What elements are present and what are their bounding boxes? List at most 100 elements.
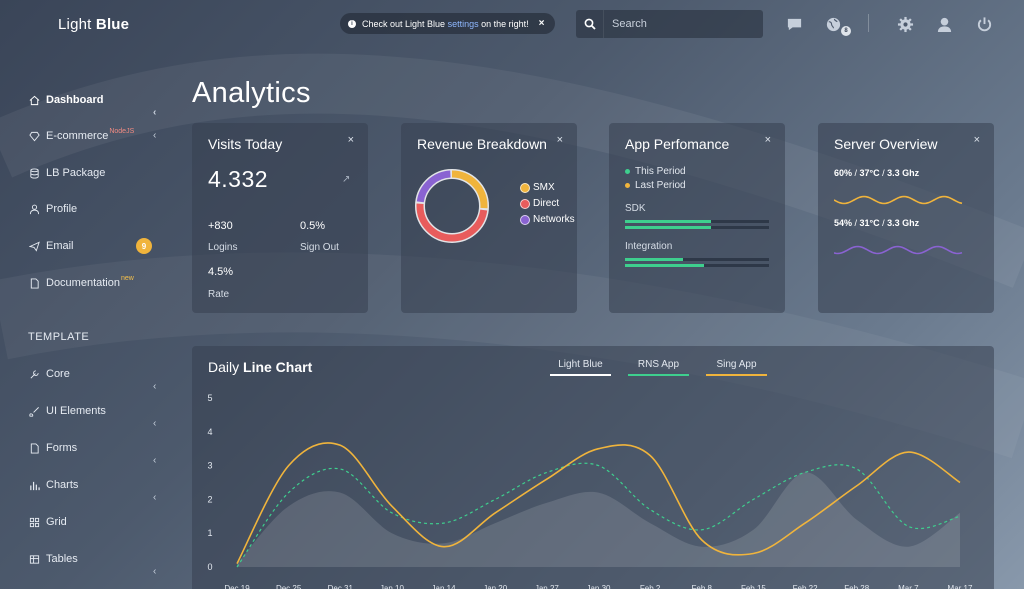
tab-light-blue[interactable]: Light Blue [550, 359, 611, 376]
notifications-count-badge: 8 [841, 26, 851, 36]
integration-last-period-bar [625, 264, 769, 267]
tab-sing-app[interactable]: Sing App [706, 359, 767, 376]
close-icon[interactable]: × [347, 134, 354, 146]
database-icon [28, 167, 40, 179]
tab-label: RNS App [637, 359, 680, 370]
chart-title-light: Daily [208, 359, 240, 375]
sidebar-item-documentation[interactable]: Documentation new [28, 272, 173, 294]
messages-icon[interactable] [784, 14, 804, 34]
chart-title: Daily Line Chart [208, 359, 312, 375]
sidebar-item-dashboard[interactable]: Dashboard ‹ [28, 89, 173, 118]
series-line-rns-app [236, 462, 961, 568]
chevron-left-icon: ‹ [153, 381, 157, 392]
sidebar-item-ui-elements[interactable]: UI Elements ‹ [28, 400, 173, 429]
legend-swatch [520, 182, 530, 193]
brand-logo-bold: Blue [95, 16, 130, 33]
page-title: Analytics [192, 77, 311, 109]
legend-this-period: This Period [625, 166, 686, 177]
sidebar-item-tables[interactable]: Tables ‹ [28, 548, 173, 577]
template-section-title: TEMPLATE [28, 331, 90, 343]
sidebar-item-lb-package[interactable]: LB Package [28, 162, 173, 184]
search-input[interactable] [604, 18, 754, 30]
server-1-freq: 3.3 Ghz [887, 168, 920, 178]
server-1-temp: 37°C [859, 168, 880, 178]
server-2-sparkline [834, 245, 963, 255]
paper-plane-icon [28, 240, 40, 252]
x-tick-label: Feb 8 [692, 584, 713, 589]
email-count-badge: 9 [136, 238, 152, 254]
chart-title-bold: Line Chart [243, 359, 313, 375]
sidebar-item-email[interactable]: Email 9 [28, 235, 173, 257]
sidebar-item-ecommerce[interactable]: E-commerce NodeJS ‹ [28, 125, 173, 147]
close-icon[interactable]: × [764, 134, 771, 146]
chevron-left-icon: ‹ [153, 130, 157, 141]
brand-logo[interactable]: Light Blue [58, 16, 129, 33]
x-tick-label: Feb 2 [640, 584, 661, 589]
legend-label: Networks [533, 214, 575, 225]
gear-icon[interactable] [895, 14, 915, 34]
chart-icon [28, 479, 40, 491]
notice-close-icon[interactable]: × [538, 18, 545, 29]
widget-title: Visits Today [208, 136, 283, 152]
daily-line-chart: 0 1 2 3 4 5 Dec 19 Dec 25 Dec 31 Jan 10 Jan 14 Jan … [207, 393, 973, 589]
info-icon: i [348, 19, 356, 28]
tab-underline [550, 374, 611, 376]
legend-label: Direct [533, 198, 560, 209]
bar-fill [625, 258, 683, 261]
chevron-left-icon: ‹ [153, 418, 157, 429]
notice-settings-link[interactable]: settings [447, 18, 479, 29]
power-icon[interactable] [974, 14, 994, 34]
x-tick-label: Dec 19 [224, 584, 250, 589]
legend-item-smx: SMX [520, 182, 555, 193]
notice-suffix: on the right! [481, 18, 529, 29]
bar-fill [625, 226, 712, 229]
sidebar-item-charts[interactable]: Charts ‹ [28, 474, 173, 503]
series-area-light-blue [237, 472, 960, 567]
sidebar-item-grid[interactable]: Grid [28, 511, 173, 533]
account-icon[interactable] [934, 14, 954, 34]
nodejs-tag: NodeJS [109, 127, 135, 135]
app-performance-widget: App Perfomance × This Period Last Period… [609, 123, 785, 313]
x-tick-label: Feb 15 [741, 584, 766, 589]
tab-rns-app[interactable]: RNS App [628, 359, 689, 376]
search-icon[interactable] [576, 10, 604, 38]
globe-icon[interactable] [823, 14, 843, 34]
user-icon [28, 203, 40, 215]
home-icon [28, 94, 40, 106]
visits-today-widget: Visits Today × 4.332 ↗ +830 Logins 0.5% … [192, 123, 368, 313]
sidebar-item-profile[interactable]: Profile [28, 198, 173, 220]
sidebar-item-core[interactable]: Core ‹ [28, 363, 173, 392]
close-icon[interactable]: × [556, 134, 563, 146]
sidebar-item-label: E-commerce [46, 130, 109, 142]
tab-underline [706, 374, 767, 376]
chevron-left-icon: ‹ [153, 455, 157, 466]
x-tick-label: Dec 25 [276, 584, 302, 589]
logins-label: Logins [208, 242, 238, 253]
x-tick-label: Mar 17 [948, 584, 973, 589]
brush-icon [28, 405, 40, 417]
legend-swatch [520, 198, 530, 209]
logins-value: +830 [208, 220, 233, 232]
sdk-last-period-bar [625, 226, 769, 229]
settings-notice: i Check out Light Blue settings on the r… [340, 13, 555, 34]
donut-slice-direct [416, 170, 488, 242]
legend-item-direct: Direct [520, 198, 559, 209]
series-line-sing-app [236, 442, 961, 564]
notice-prefix: Check out Light Blue [362, 18, 446, 29]
daily-line-chart-card: 0 1 2 3 4 5 Dec 19 Dec 25 Dec 31 Jan 10 Jan 14 Jan … [192, 346, 994, 589]
search-bar [576, 10, 763, 38]
tab-label: Light Blue [558, 359, 603, 370]
server-1-sparkline [834, 195, 963, 205]
sidebar-item-forms[interactable]: Forms ‹ [28, 437, 173, 466]
document-icon [28, 277, 40, 289]
donut-slice-smx [416, 170, 488, 242]
x-tick-label: Mar 7 [898, 584, 919, 589]
sidebar-item-label: Charts [46, 479, 79, 491]
x-tick-label: Jan 30 [586, 584, 611, 589]
close-icon[interactable]: × [973, 134, 980, 146]
server-overview-widget: Server Overview × 60% / 37°C / 3.3 Ghz 5… [818, 123, 994, 313]
server-2-load: 54% [834, 218, 853, 228]
legend-label: Last Period [635, 180, 686, 191]
bar-fill [625, 220, 712, 223]
signout-value: 0.5% [300, 220, 326, 232]
